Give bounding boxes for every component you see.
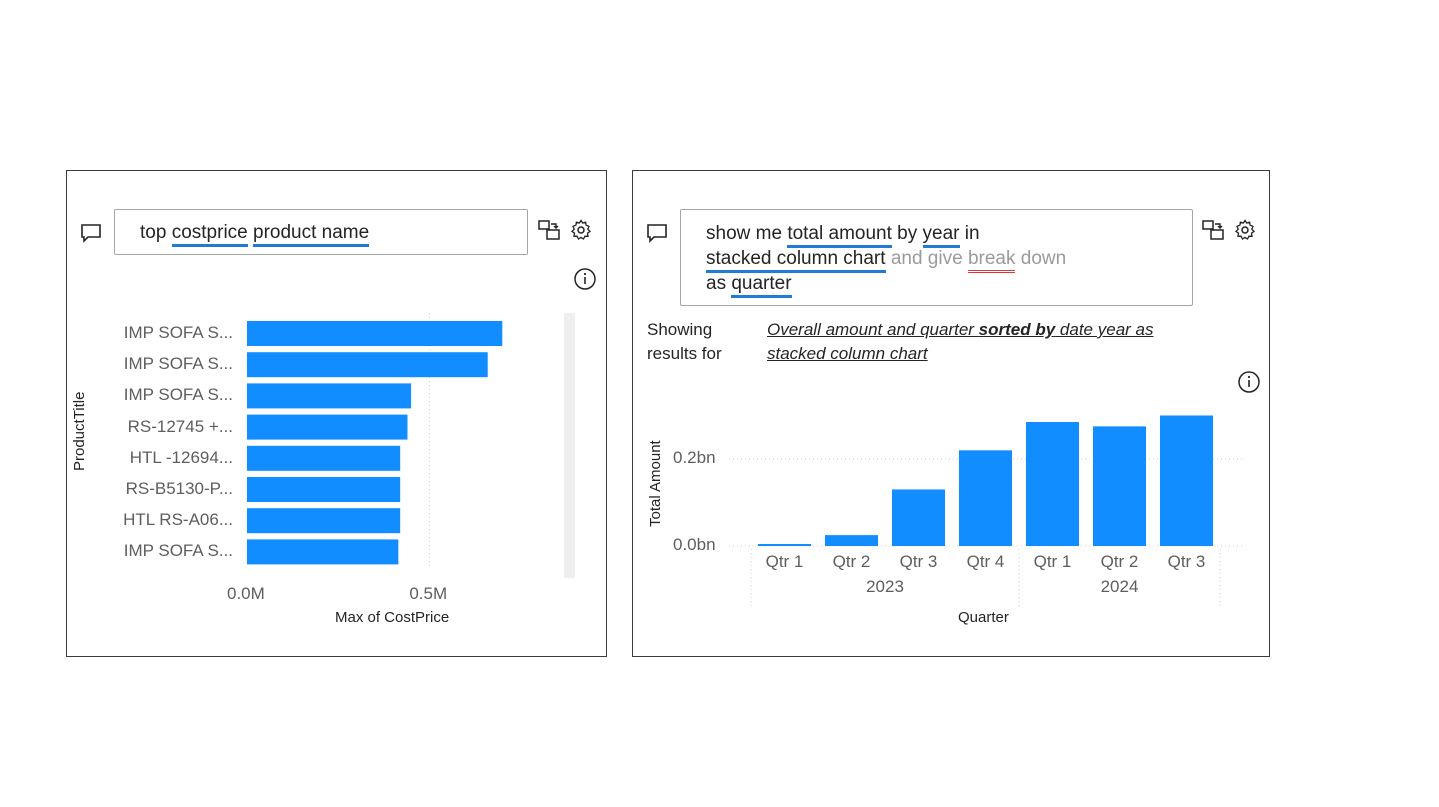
query-word: quarter xyxy=(731,273,792,298)
quarter-label: Qtr 2 xyxy=(1100,552,1139,571)
y-tick-label: 0.2bn xyxy=(673,448,716,467)
column-bar[interactable] xyxy=(1160,415,1213,547)
query-word: in xyxy=(964,223,980,244)
query-word: total amount xyxy=(787,223,892,248)
chat-icon[interactable] xyxy=(79,221,103,245)
showing-results-label: Showing results for xyxy=(647,320,722,363)
column-chart xyxy=(729,415,1243,607)
question-input[interactable]: show me total amount by year in stacked c… xyxy=(680,209,1193,306)
column-bar[interactable] xyxy=(758,544,811,546)
query-word: and give xyxy=(890,248,963,269)
column-bar[interactable] xyxy=(892,489,945,546)
query-word: by xyxy=(897,223,918,244)
query-word: costprice xyxy=(171,222,248,247)
turn-into-visual-icon[interactable] xyxy=(1201,218,1225,242)
info-icon[interactable] xyxy=(1237,370,1261,394)
quarter-label: Qtr 4 xyxy=(966,552,1005,571)
query-word: down xyxy=(1020,248,1067,269)
query-word: year xyxy=(922,223,960,248)
column-bar[interactable] xyxy=(959,450,1012,546)
column-bar[interactable] xyxy=(825,535,878,546)
bar[interactable] xyxy=(247,321,503,346)
query-line: show me total amount by year in xyxy=(706,221,1066,248)
x-tick-label: 0.0M xyxy=(227,584,265,603)
x-tick-label: 0.5M xyxy=(409,584,448,603)
query-word: stacked column chart xyxy=(706,248,886,273)
x-axis-title: Max of CostPrice xyxy=(335,609,450,626)
quarter-label: Qtr 1 xyxy=(1033,552,1072,571)
category-label: HTL -12694... xyxy=(129,447,233,467)
question-input[interactable]: top costprice product name xyxy=(114,209,528,255)
query-word: show me xyxy=(706,223,783,244)
query-word: top xyxy=(140,222,167,243)
bar[interactable] xyxy=(247,383,412,409)
bar-chart xyxy=(247,313,503,569)
bar[interactable] xyxy=(247,508,401,534)
category-label: RS-12745 +... xyxy=(127,416,233,436)
query-line: as quarter xyxy=(706,271,1066,298)
year-label: 2023 xyxy=(866,577,904,596)
settings-gear-icon[interactable] xyxy=(1233,218,1257,242)
chat-icon[interactable] xyxy=(645,221,669,245)
y-tick-label: 0.0bn xyxy=(673,535,716,554)
year-label: 2024 xyxy=(1100,577,1139,596)
category-label: IMP SOFA S... xyxy=(123,541,233,561)
category-label: IMP SOFA S... xyxy=(123,354,233,374)
question-text: top costprice product name xyxy=(140,222,370,247)
settings-gear-icon[interactable] xyxy=(569,218,593,242)
bar[interactable] xyxy=(247,539,399,565)
category-label: IMP SOFA S... xyxy=(123,323,233,342)
bar[interactable] xyxy=(247,414,408,440)
qa-visual-left: top costprice product name IMP SOFA S...… xyxy=(66,170,607,657)
chart-scrollbar[interactable] xyxy=(564,313,575,578)
info-icon[interactable] xyxy=(573,267,597,291)
category-label: RS-B5130-P... xyxy=(125,479,233,498)
category-label: IMP SOFA S... xyxy=(123,385,233,405)
quarter-label: Qtr 3 xyxy=(1167,552,1206,571)
turn-into-visual-icon[interactable] xyxy=(537,218,561,242)
column-bar[interactable] xyxy=(1026,422,1079,546)
quarter-label: Qtr 2 xyxy=(832,552,871,571)
category-label: HTL RS-A06... xyxy=(123,510,233,530)
x-axis-title: Quarter xyxy=(958,609,1009,626)
quarter-label: Qtr 1 xyxy=(765,552,804,571)
column-bar[interactable] xyxy=(1093,426,1146,546)
query-line: stacked column chart and give break down xyxy=(706,246,1067,273)
bar[interactable] xyxy=(247,445,401,471)
question-text: show me total amount by year in stacked c… xyxy=(706,221,1067,298)
query-word: break xyxy=(967,248,1016,273)
bar[interactable] xyxy=(247,477,401,502)
qa-visual-right: show me total amount by year in stacked c… xyxy=(632,170,1270,657)
query-word: product name xyxy=(253,222,370,247)
query-word: as xyxy=(706,273,727,294)
quarter-label: Qtr 3 xyxy=(899,552,938,571)
restatement-link[interactable]: Overall amount and quarter sorted by dat… xyxy=(767,320,1154,363)
bar[interactable] xyxy=(247,352,488,378)
